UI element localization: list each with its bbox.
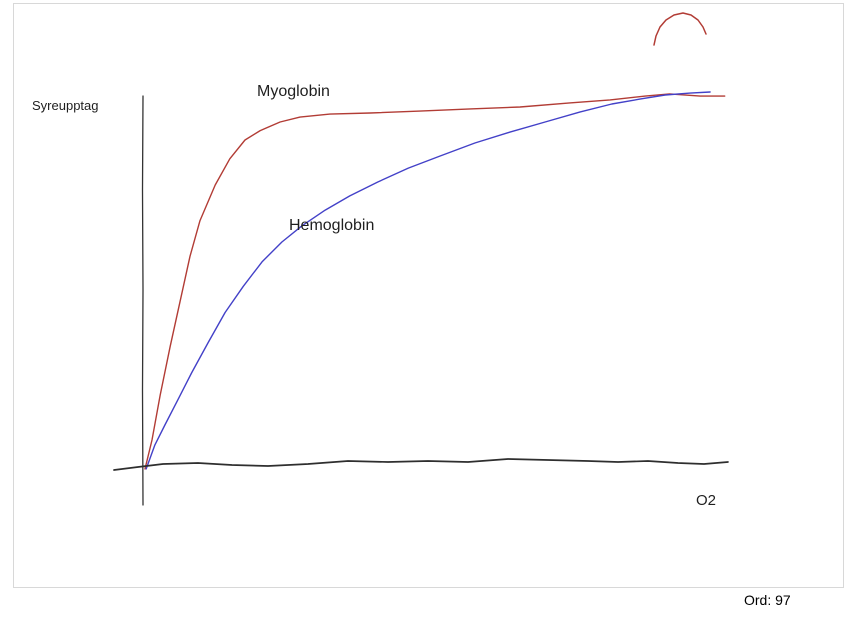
y-axis-label: Syreupptag (32, 98, 99, 113)
curve-label-myoglobin: Myoglobin (257, 83, 330, 100)
drawing-canvas[interactable] (13, 3, 844, 588)
word-count: Ord: 97 (744, 592, 791, 608)
curve-label-hemoglobin: Hemoglobin (289, 217, 375, 234)
x-axis-label: O2 (696, 492, 717, 509)
